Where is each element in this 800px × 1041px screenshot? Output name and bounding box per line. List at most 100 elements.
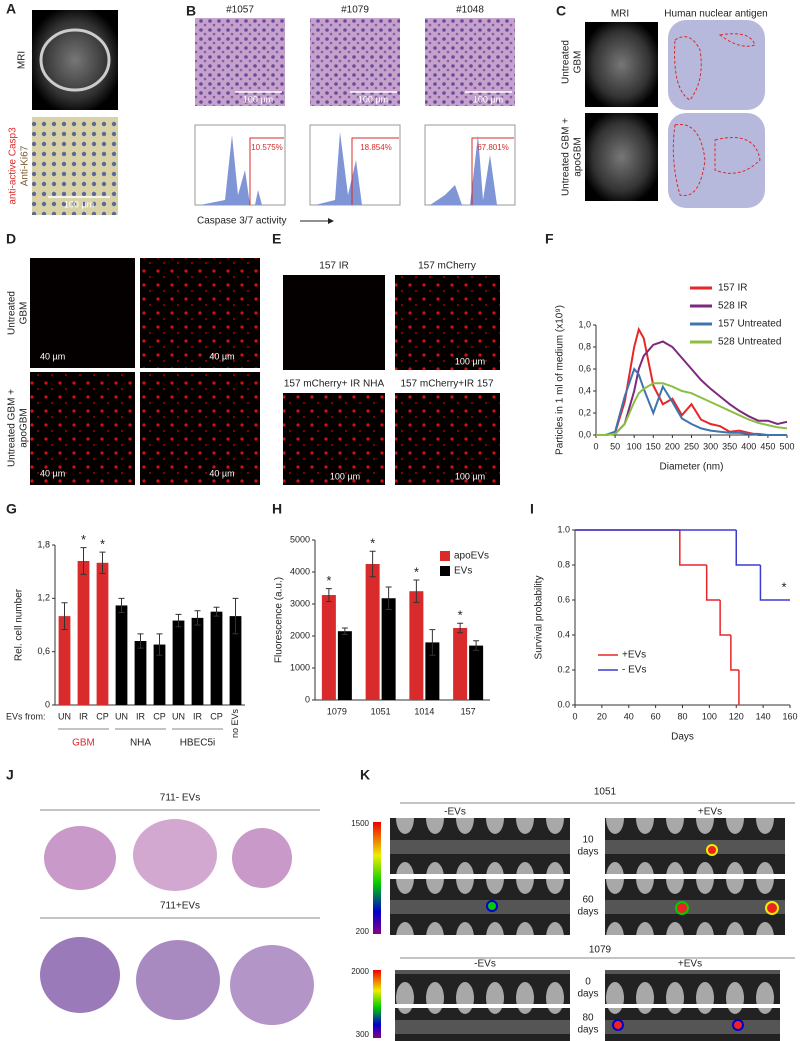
scale-label: 40 µm [40,468,65,478]
scale-label: 100 µm [358,94,388,104]
legend-swatch [440,566,450,576]
x-tick-label: IR [136,711,146,721]
brain-sections [40,819,314,1025]
bar [172,620,185,705]
legend-swatch [440,551,450,561]
group-label: GBM [72,738,95,749]
color-bar-label: 300 [356,1030,370,1039]
color-bar [373,970,381,1038]
bli-image [390,879,570,935]
gate-percent: 18.854% [360,143,392,152]
sample-title: #1057 [226,5,254,16]
x-tick-label: 100 [702,711,717,721]
x-tick-label: 300 [703,441,718,451]
he-image [425,18,515,106]
survival-step [759,565,790,601]
brain-section [232,828,292,888]
color-bar [373,822,381,934]
x-tick-label: CP [96,711,109,721]
error-bar [457,622,464,634]
gate-percent: 67.801% [477,143,509,152]
y-tick-label: 0.2 [557,664,570,674]
he-image [310,18,400,106]
fluorescence-image [140,258,260,368]
tumor-outline [674,33,756,101]
time-label: 10 [582,835,594,846]
bar [337,631,352,700]
color-bar-label: 200 [356,927,370,936]
panel-label: C [556,3,566,19]
x-tick-label: 157 [461,706,476,716]
survival-step [705,565,721,601]
scale-label: 100 µm [64,199,94,209]
x-tick-label: 50 [610,441,620,451]
bli-signals [486,844,779,1031]
x-tick-label: 1014 [414,706,434,716]
bli-image [605,970,780,1004]
x-tick-label: 400 [741,441,756,451]
bli-signal [765,901,779,915]
bar [469,645,484,700]
bli-signal [706,844,718,856]
antigen-image [668,113,765,208]
brain-section [133,819,217,891]
y-tick-label: 1.0 [557,524,570,534]
y-tick-label: 0.0 [557,699,570,709]
fluorescence-image [395,275,500,370]
bar [96,562,109,705]
axis [574,530,790,706]
row-label: Untreated [7,291,18,335]
y-tick-label: 1000 [290,662,310,672]
x-tick-label: UN [58,711,71,721]
histogram-shape [200,135,262,205]
arrow-head [328,218,334,224]
bar [210,611,223,705]
x-tick-label: CP [153,711,166,721]
b-images [194,18,516,224]
x-tick-label: 150 [646,441,661,451]
error-bar [341,627,348,635]
panel-label: J [6,767,14,783]
time-label: 80 [582,1013,594,1024]
series-line [596,382,788,436]
x-tick-label: 1079 [327,706,347,716]
x-tick-label: 20 [597,711,607,721]
brain-section [44,826,116,890]
row-label: apoGBM [19,408,30,447]
brain-section [40,937,120,1013]
antigen-image [668,20,765,110]
y-tick-label: 0 [45,699,50,709]
x-tick-label: 40 [624,711,634,721]
bar [321,595,336,700]
panel-label: E [272,231,281,247]
tumor-outline [672,123,761,197]
group-title: 711- EVs [160,793,200,804]
bli-image [390,818,570,874]
x-tick-label: UN [115,711,128,721]
error-bar [325,588,332,602]
error-bar [80,547,87,575]
error-bar [213,606,220,617]
time-label: 60 [582,895,594,906]
fluorescence-image [140,372,260,485]
x-tick-label: 100 [627,441,642,451]
y-tick-label: 0,8 [578,341,591,351]
fluorescence-image [30,258,135,368]
panel-label: A [6,1,16,17]
bar [453,628,468,700]
error-bar [232,597,239,635]
stain-label: Anti-Ki67 [20,145,31,186]
error-bar [413,579,420,603]
survival-step [719,600,731,636]
brain-section [230,945,314,1025]
scale-label: 100 µm [243,94,273,104]
group-title: 711+EVs [160,901,200,912]
fluorescence-image [283,393,385,485]
legend-label: EVs [454,566,472,577]
scale-label: 100 µm [473,94,503,104]
bar [77,561,90,705]
brain-section [136,940,220,1020]
y-tick-label: 1,8 [37,539,50,549]
histogram-frame [424,124,516,206]
group-label: -EVs [444,807,466,818]
